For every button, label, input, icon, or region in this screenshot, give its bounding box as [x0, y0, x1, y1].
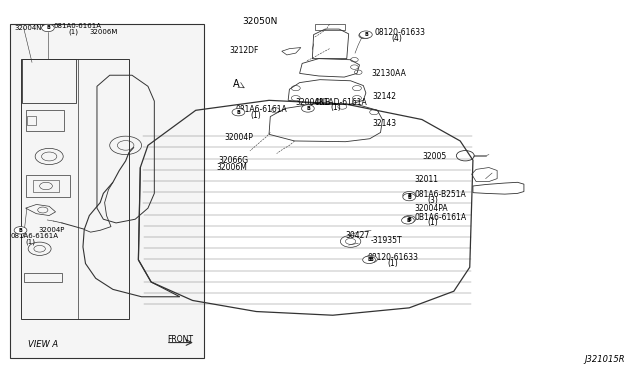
Bar [22, 59, 76, 103]
Text: 081AD-6161A: 081AD-6161A [315, 99, 367, 108]
Text: B: B [237, 110, 240, 115]
Circle shape [365, 256, 378, 263]
Text: 32004NB: 32004NB [14, 25, 46, 31]
Bar [10, 23, 204, 358]
Text: B: B [407, 195, 411, 199]
Bar [20, 59, 129, 319]
Text: (1): (1) [387, 259, 397, 268]
Text: J321015R: J321015R [584, 355, 625, 364]
Text: B: B [19, 228, 22, 233]
Circle shape [301, 105, 314, 112]
Text: A: A [232, 80, 239, 89]
Text: B: B [407, 193, 411, 198]
Circle shape [403, 215, 415, 223]
Bar [33, 180, 59, 192]
Text: 32005: 32005 [422, 152, 446, 161]
Text: 08120-61633: 08120-61633 [374, 28, 425, 37]
Text: 32004PA: 32004PA [414, 203, 448, 213]
Text: (1): (1) [427, 218, 438, 227]
Circle shape [401, 217, 414, 224]
Text: B: B [306, 106, 310, 111]
Circle shape [360, 31, 372, 38]
Text: (4): (4) [392, 34, 403, 43]
Text: 32004P: 32004P [38, 227, 65, 232]
Text: 081A6-B251A: 081A6-B251A [414, 190, 466, 199]
Text: B: B [407, 217, 411, 222]
Text: 32066G: 32066G [218, 156, 248, 166]
Circle shape [403, 192, 415, 199]
Circle shape [42, 24, 54, 32]
Text: 32004NB: 32004NB [296, 99, 331, 108]
Text: 30427: 30427 [346, 231, 370, 240]
Circle shape [363, 256, 376, 263]
Text: B: B [406, 218, 410, 223]
Text: B: B [369, 257, 373, 262]
Circle shape [232, 109, 245, 116]
Text: VIEW A: VIEW A [28, 340, 58, 349]
Bar [27, 116, 36, 125]
Bar [315, 23, 346, 30]
Text: (1): (1) [26, 238, 36, 245]
Text: 32006M: 32006M [217, 163, 248, 172]
Text: 081A6-6161A: 081A6-6161A [11, 233, 59, 239]
Text: FRONT: FRONT [167, 335, 193, 344]
Text: (1): (1) [330, 103, 341, 112]
Text: (1): (1) [68, 28, 78, 35]
Text: 32130AA: 32130AA [371, 69, 406, 78]
Text: 32006M: 32006M [90, 29, 118, 35]
Text: 08120-61633: 08120-61633 [368, 253, 419, 263]
Bar [26, 175, 70, 197]
Text: 081A0-6161A: 081A0-6161A [54, 23, 102, 29]
Text: B: B [367, 257, 371, 262]
Text: B: B [46, 25, 50, 31]
Text: 32004P: 32004P [225, 133, 253, 142]
Text: 32142: 32142 [372, 92, 396, 101]
Text: (1): (1) [250, 110, 260, 120]
Text: -31935T: -31935T [371, 236, 403, 245]
Bar [26, 110, 64, 131]
Text: 3212DF: 3212DF [230, 46, 259, 55]
Text: 0B1A6-6161A: 0B1A6-6161A [414, 213, 467, 222]
Text: B: B [364, 32, 368, 37]
Text: 32143: 32143 [372, 119, 396, 128]
Text: 081A6-6161A: 081A6-6161A [236, 105, 287, 114]
Circle shape [14, 227, 27, 234]
Text: 32050N: 32050N [243, 17, 278, 26]
Text: 32011: 32011 [414, 175, 438, 184]
Text: (3): (3) [427, 196, 438, 205]
Circle shape [403, 193, 415, 201]
Bar [24, 273, 62, 282]
